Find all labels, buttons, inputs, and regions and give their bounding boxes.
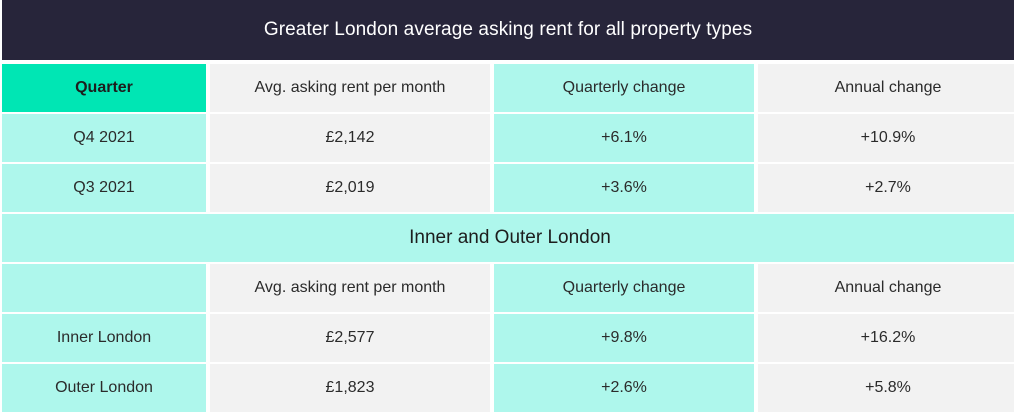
row-label: Q3 2021 [2,164,206,212]
cell-quarterly-change: +3.6% [494,164,754,212]
header-annual-change: Annual change [758,64,1014,112]
cell-annual-change: +16.2% [758,314,1014,362]
cell-quarterly-change: +2.6% [494,364,754,412]
cell-quarterly-change: +6.1% [494,114,754,162]
section-title: Inner and Outer London [2,214,1014,262]
header-quarter: Quarter [2,64,206,112]
table-title: Greater London average asking rent for a… [2,0,1014,60]
header-avg-rent: Avg. asking rent per month [210,64,490,112]
header-quarterly-change: Quarterly change [494,64,754,112]
row-label: Outer London [2,364,206,412]
row-label: Q4 2021 [2,114,206,162]
header-quarterly-change: Quarterly change [494,264,754,312]
cell-avg-rent: £2,577 [210,314,490,362]
cell-avg-rent: £1,823 [210,364,490,412]
header-annual-change: Annual change [758,264,1014,312]
row-label: Inner London [2,314,206,362]
cell-quarterly-change: +9.8% [494,314,754,362]
cell-avg-rent: £2,142 [210,114,490,162]
header-avg-rent: Avg. asking rent per month [210,264,490,312]
cell-avg-rent: £2,019 [210,164,490,212]
rent-table: Quarter Avg. asking rent per month Quart… [2,64,1014,412]
cell-annual-change: +5.8% [758,364,1014,412]
cell-annual-change: +10.9% [758,114,1014,162]
header-region [2,264,206,312]
cell-annual-change: +2.7% [758,164,1014,212]
